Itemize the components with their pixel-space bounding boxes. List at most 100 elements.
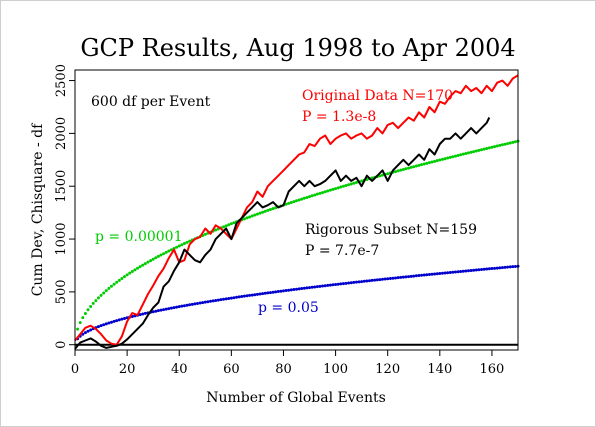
envelope-point — [146, 260, 150, 264]
x-axis-label: Number of Global Events — [206, 390, 386, 406]
envelope-point — [414, 164, 418, 168]
envelope-point — [292, 288, 296, 292]
envelope-point — [268, 291, 272, 295]
envelope-point — [136, 266, 140, 270]
envelope-point — [297, 198, 301, 202]
envelope-point — [480, 148, 484, 152]
envelope-point — [328, 283, 332, 287]
envelope-point — [459, 269, 463, 273]
envelope-point — [96, 296, 100, 300]
envelope-point — [453, 270, 457, 274]
envelope-point — [506, 142, 510, 146]
envelope-point — [279, 289, 283, 293]
envelope-point — [216, 298, 220, 302]
envelope-point — [245, 216, 249, 220]
envelope-point — [308, 195, 312, 199]
envelope-point — [433, 272, 437, 276]
envelope-point — [292, 200, 296, 204]
envelope-point — [344, 281, 348, 285]
envelope-point — [425, 161, 429, 165]
envelope-point — [456, 153, 460, 157]
envelope-point — [331, 187, 335, 191]
annotations: 600 df per Event Original Data N=170 P =… — [91, 88, 477, 316]
envelope-point — [128, 271, 132, 275]
envelope-point — [409, 274, 413, 278]
envelope-point — [404, 167, 408, 171]
envelope-point — [310, 194, 314, 198]
envelope-point — [112, 282, 116, 286]
envelope-point — [360, 280, 364, 284]
envelope-point — [227, 296, 231, 300]
envelope-point — [438, 271, 442, 275]
envelope-point — [464, 269, 468, 273]
annotation-df-per-event: 600 df per Event — [91, 94, 211, 110]
y-tick-label: 1500 — [54, 170, 69, 203]
envelope-point — [495, 266, 499, 270]
envelope-point — [258, 211, 262, 215]
envelope-point — [386, 172, 390, 176]
envelope-point — [261, 210, 265, 214]
envelope-point — [229, 222, 233, 226]
envelope-point — [89, 304, 93, 308]
y-tick-label: 1000 — [54, 223, 69, 256]
envelope-point — [99, 324, 103, 328]
envelope-point — [255, 292, 259, 296]
envelope-point — [109, 320, 113, 324]
envelope-point — [461, 152, 465, 156]
envelope-point — [469, 150, 473, 154]
series-line-1 — [74, 117, 491, 350]
envelope-point — [250, 214, 254, 218]
envelope-point — [425, 273, 429, 277]
envelope-point — [362, 279, 366, 283]
envelope-point — [318, 191, 322, 195]
envelope-point — [420, 163, 424, 167]
x-axis: 0 20 40 60 80 100 120 140 160 — [71, 350, 504, 377]
envelope-point — [289, 200, 293, 204]
envelope-point — [159, 308, 163, 312]
envelope-point — [427, 273, 431, 277]
envelope-point — [490, 267, 494, 271]
envelope-point — [399, 168, 403, 172]
envelope-point — [154, 256, 158, 260]
x-tick-label: 60 — [223, 362, 240, 377]
envelope-point — [91, 301, 95, 305]
envelope-point — [328, 188, 332, 192]
series-line-0 — [74, 74, 519, 346]
envelope-point — [284, 289, 288, 293]
envelope-point — [422, 162, 426, 166]
envelope-point — [180, 304, 184, 308]
envelope-point — [156, 309, 160, 313]
envelope-point — [258, 292, 262, 296]
envelope-point — [495, 144, 499, 148]
envelope-point — [354, 280, 358, 284]
envelope-point — [300, 197, 304, 201]
envelope-point — [295, 199, 298, 203]
envelope-point — [76, 327, 80, 331]
envelope-point — [78, 321, 82, 325]
envelope-point — [284, 202, 288, 206]
envelope-point — [323, 284, 327, 288]
envelope-point — [164, 250, 168, 254]
envelope-point — [430, 272, 434, 276]
envelope-point — [354, 180, 358, 184]
envelope-point — [224, 224, 228, 228]
envelope-point — [117, 318, 121, 322]
envelope-point — [289, 288, 293, 292]
envelope-point — [453, 154, 457, 158]
chart-title: GCP Results, Aug 1998 to Apr 2004 — [80, 34, 515, 62]
envelope-point — [209, 299, 213, 303]
envelope-point — [466, 269, 470, 273]
envelope-point — [151, 310, 155, 314]
envelope-point — [412, 165, 416, 169]
envelope-point — [156, 254, 160, 258]
envelope-point — [102, 323, 106, 327]
envelope-point — [120, 276, 124, 280]
envelope-point — [229, 296, 233, 300]
envelope-point — [219, 298, 223, 302]
envelope-point — [180, 243, 184, 247]
envelope-point — [399, 275, 403, 279]
envelope-point — [83, 331, 87, 335]
envelope-point — [357, 280, 361, 284]
envelope-point — [138, 313, 142, 317]
envelope-point — [167, 307, 171, 311]
